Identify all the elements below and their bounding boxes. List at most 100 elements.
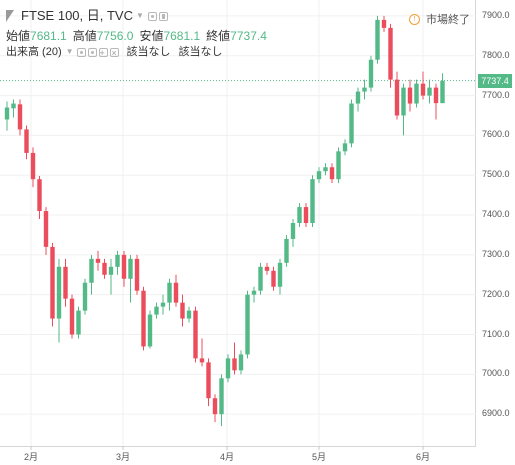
candle-body: [186, 310, 192, 319]
candle-body: [76, 310, 81, 335]
candle-body: [50, 246, 55, 319]
price-tick-label: 7900.0: [482, 9, 510, 20]
candle-body: [342, 143, 348, 152]
price-tick-label: 7000.0: [482, 368, 510, 379]
add-icon[interactable]: [98, 46, 108, 60]
time-tick-label: 6月: [416, 452, 431, 462]
candle-body: [134, 258, 140, 291]
candle-body: [297, 207, 302, 223]
candle-body: [199, 358, 205, 363]
low-label: 安値: [139, 29, 164, 43]
low-value: 7681.1: [163, 29, 201, 43]
candle-body: [128, 258, 133, 279]
high-value: 7756.0: [96, 29, 134, 43]
candle-body: [264, 266, 270, 271]
candle-body: [212, 398, 218, 415]
symbol-title[interactable]: FTSE 100, 日, TVC: [21, 8, 133, 23]
candle-body: [108, 266, 114, 275]
candle-body: [375, 19, 380, 60]
candle-body: [238, 354, 244, 371]
settings-icon[interactable]: [76, 47, 86, 57]
time-tick-label: 5月: [312, 452, 327, 462]
candle-body: [225, 358, 231, 379]
legend-symbol-row: FTSE 100, 日, TVC ▼: [6, 9, 170, 23]
candle-body: [427, 87, 432, 96]
candle-body: [381, 19, 387, 28]
price-tick-label: 7700.0: [482, 89, 510, 100]
candle-body: [167, 282, 172, 303]
candle-body: [362, 87, 367, 92]
candle-body: [17, 104, 23, 130]
candle-body: [258, 266, 263, 291]
candle-body: [56, 266, 62, 319]
candle-body: [349, 103, 354, 144]
chevron-down-icon[interactable]: ▼: [135, 11, 144, 20]
candle-body: [193, 310, 198, 359]
candle-body: [4, 107, 10, 120]
candle-body: [173, 282, 179, 303]
candle-body: [407, 87, 413, 104]
price-tick-label: 7100.0: [482, 328, 510, 339]
volume-indicator-row: 出来高 (20) ▼ 該当なし 該当なし: [6, 45, 231, 60]
candle-body: [121, 254, 127, 279]
visibility-icon[interactable]: [158, 11, 168, 21]
candle-body: [251, 290, 257, 295]
candle-body: [63, 266, 68, 299]
candle-body: [115, 254, 120, 267]
candle-body: [290, 223, 296, 239]
candle-body: [180, 302, 185, 319]
candle-body: [303, 207, 309, 223]
volume-label[interactable]: 出来高 (20): [6, 46, 62, 58]
candle-body: [232, 358, 237, 371]
candle-body: [420, 83, 426, 96]
candle-body: [206, 362, 211, 399]
candle-body: [147, 314, 153, 347]
candle-body: [219, 378, 224, 415]
time-tick-label: 2月: [24, 452, 39, 462]
gear-icon[interactable]: [87, 47, 97, 57]
price-tick-label: 7200.0: [482, 288, 510, 299]
candle-body: [37, 179, 42, 212]
price-tick-label: 7600.0: [482, 129, 510, 140]
plot-area[interactable]: [0, 0, 476, 447]
volume-value-2: 該当なし: [178, 46, 223, 58]
candle-body: [388, 27, 393, 80]
candle-body: [95, 258, 101, 263]
candle-body: [245, 294, 250, 355]
candle-body: [82, 282, 88, 311]
candle-body: [43, 211, 49, 247]
price-tick-label: 7500.0: [482, 169, 510, 180]
candle-body: [102, 262, 107, 275]
market-status-label: 市場終了: [426, 14, 470, 26]
close-label: 終値: [206, 29, 231, 43]
close-value: 7737.4: [230, 29, 267, 43]
flag-icon[interactable]: [6, 10, 16, 22]
volume-value-1: 該当なし: [126, 46, 171, 58]
warning-icon: !: [409, 13, 420, 25]
candle-body: [271, 270, 276, 287]
candle-body: [284, 238, 289, 263]
candle-body: [394, 79, 400, 116]
candle-body: [414, 83, 419, 104]
candle-body: [69, 298, 75, 335]
candle-body: [277, 262, 283, 287]
candle-body: [355, 91, 361, 104]
candle-body: [401, 87, 406, 116]
candle-body: [141, 290, 146, 347]
market-status[interactable]: ! 市場終了: [409, 11, 470, 27]
candle-body: [368, 59, 374, 88]
candle-body: [11, 103, 16, 109]
candle-body: [329, 167, 335, 180]
ohlc-row: 始値 7681.1 高値 7756.0 安値 7681.1 終値 7737.4: [6, 29, 273, 43]
candle-body: [154, 306, 159, 315]
time-tick-label: 3月: [116, 452, 131, 462]
candle-body: [24, 129, 29, 153]
settings-icon[interactable]: [147, 11, 157, 21]
close-icon[interactable]: [109, 46, 119, 60]
chevron-down-icon[interactable]: ▼: [65, 47, 74, 56]
last-price-label: 7737.4: [478, 73, 512, 88]
candle-body: [89, 258, 94, 283]
candle-body: [440, 80, 445, 104]
